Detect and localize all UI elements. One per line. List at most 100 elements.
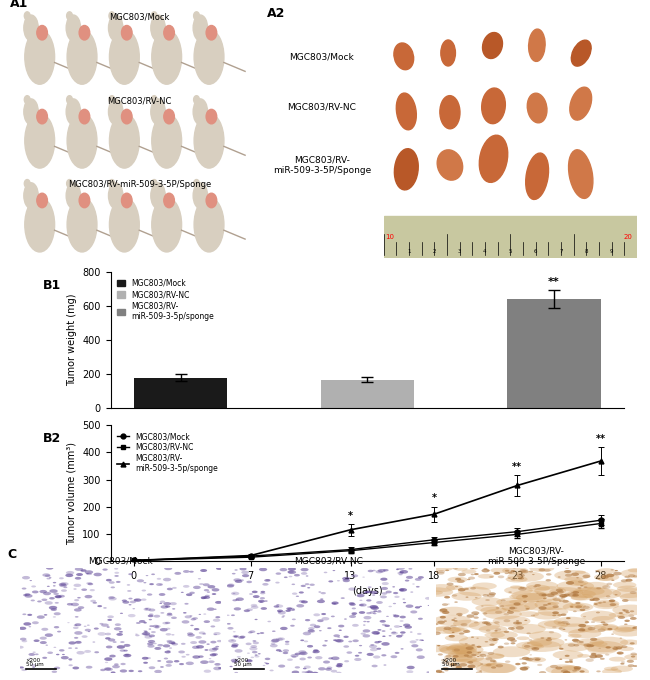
Ellipse shape (441, 659, 445, 661)
Ellipse shape (247, 660, 252, 662)
Ellipse shape (448, 628, 462, 632)
Ellipse shape (468, 577, 475, 579)
Ellipse shape (381, 587, 388, 590)
Text: B1: B1 (43, 279, 61, 292)
Ellipse shape (166, 640, 172, 643)
Ellipse shape (493, 640, 497, 641)
Ellipse shape (428, 605, 430, 606)
Ellipse shape (250, 645, 257, 648)
Ellipse shape (393, 603, 396, 605)
Ellipse shape (181, 620, 189, 624)
Ellipse shape (23, 594, 27, 596)
Ellipse shape (352, 613, 356, 615)
Ellipse shape (437, 621, 445, 624)
Ellipse shape (370, 648, 378, 651)
Ellipse shape (454, 649, 460, 651)
Ellipse shape (407, 666, 415, 669)
Text: 50 μm: 50 μm (233, 662, 252, 667)
Ellipse shape (313, 613, 320, 616)
Ellipse shape (235, 649, 242, 653)
Ellipse shape (105, 632, 111, 635)
Ellipse shape (292, 656, 296, 658)
Ellipse shape (590, 598, 595, 601)
Ellipse shape (233, 578, 241, 581)
Ellipse shape (291, 583, 295, 585)
Ellipse shape (614, 594, 618, 595)
Ellipse shape (406, 670, 413, 673)
Ellipse shape (467, 661, 473, 664)
Ellipse shape (476, 638, 479, 639)
Ellipse shape (616, 625, 639, 632)
Ellipse shape (278, 611, 281, 613)
Ellipse shape (370, 606, 379, 610)
Ellipse shape (32, 651, 36, 653)
Ellipse shape (124, 653, 131, 658)
Bar (320, 380, 414, 408)
Ellipse shape (508, 577, 511, 579)
Ellipse shape (569, 659, 573, 661)
Ellipse shape (210, 653, 216, 656)
Ellipse shape (396, 93, 417, 130)
Ellipse shape (516, 593, 547, 602)
Ellipse shape (302, 671, 306, 673)
Ellipse shape (263, 665, 265, 666)
Ellipse shape (368, 586, 372, 588)
Ellipse shape (231, 645, 238, 647)
Ellipse shape (51, 609, 57, 611)
Ellipse shape (68, 664, 73, 666)
Text: MGC803/RV-
miR-509-3-5P/Sponge: MGC803/RV- miR-509-3-5P/Sponge (487, 546, 586, 566)
Ellipse shape (598, 579, 601, 580)
Ellipse shape (280, 568, 287, 571)
Text: **: ** (595, 434, 606, 443)
Ellipse shape (378, 629, 382, 631)
Ellipse shape (352, 639, 359, 642)
Ellipse shape (615, 570, 618, 571)
Ellipse shape (596, 587, 601, 590)
Ellipse shape (253, 595, 259, 598)
Ellipse shape (160, 666, 164, 668)
Ellipse shape (246, 581, 252, 583)
Ellipse shape (49, 606, 57, 609)
Ellipse shape (55, 595, 62, 598)
Ellipse shape (490, 567, 510, 573)
Ellipse shape (580, 585, 584, 587)
Ellipse shape (125, 654, 129, 656)
Ellipse shape (163, 602, 171, 605)
Ellipse shape (233, 631, 236, 632)
Ellipse shape (209, 658, 211, 659)
Ellipse shape (421, 640, 424, 641)
Ellipse shape (174, 572, 181, 575)
Ellipse shape (190, 625, 194, 626)
Ellipse shape (547, 637, 551, 639)
Ellipse shape (337, 580, 340, 581)
Ellipse shape (476, 671, 482, 674)
Ellipse shape (519, 569, 526, 573)
Ellipse shape (46, 645, 48, 646)
Ellipse shape (22, 613, 26, 615)
Ellipse shape (612, 588, 647, 598)
Ellipse shape (150, 583, 154, 585)
Ellipse shape (441, 661, 449, 664)
Ellipse shape (198, 578, 201, 579)
Ellipse shape (164, 25, 174, 40)
Ellipse shape (343, 636, 349, 638)
Ellipse shape (129, 604, 131, 605)
Ellipse shape (494, 622, 500, 624)
Ellipse shape (198, 656, 203, 658)
Ellipse shape (343, 645, 349, 648)
Ellipse shape (522, 595, 528, 598)
Ellipse shape (608, 600, 614, 602)
Ellipse shape (546, 573, 552, 575)
Ellipse shape (532, 658, 541, 661)
Ellipse shape (523, 666, 530, 669)
Ellipse shape (484, 632, 505, 638)
Ellipse shape (524, 645, 530, 648)
Ellipse shape (331, 656, 339, 660)
Ellipse shape (240, 579, 244, 581)
Ellipse shape (571, 595, 588, 600)
Ellipse shape (172, 608, 176, 609)
Ellipse shape (400, 620, 404, 622)
Ellipse shape (29, 653, 35, 656)
Ellipse shape (361, 632, 366, 634)
Ellipse shape (617, 614, 629, 618)
